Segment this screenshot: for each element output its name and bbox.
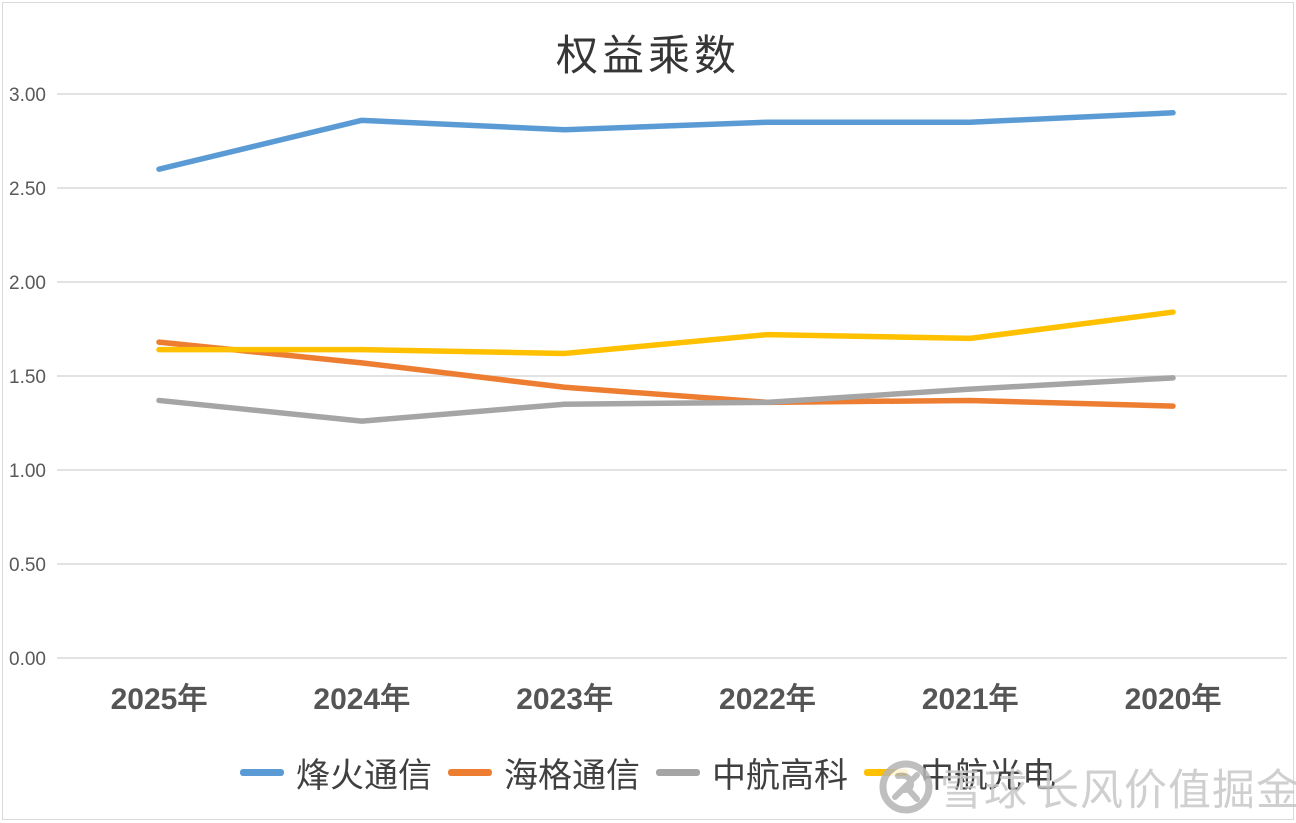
legend-item-series-3: 中航高科 xyxy=(656,748,848,797)
legend-label: 中航高科 xyxy=(712,758,848,795)
chart-legend: 烽火通信 海格通信 中航高科 中航光电 xyxy=(0,748,1296,797)
y-tick-label: 2.50 xyxy=(9,179,46,200)
y-tick-label: 3.00 xyxy=(9,85,46,106)
y-tick-label: 1.00 xyxy=(9,461,46,482)
y-tick-label: 0.50 xyxy=(9,555,46,576)
legend-label: 海格通信 xyxy=(504,758,640,795)
watermark-account: 长风价值掘金 xyxy=(1036,767,1296,815)
series-line-2 xyxy=(156,339,1176,409)
series-line-3 xyxy=(156,375,1176,424)
chart-title: 权益乘数 xyxy=(555,34,740,80)
legend-label: 中航光电 xyxy=(920,758,1056,795)
legend-item-series-1: 烽火通信 xyxy=(240,748,432,797)
watermark-brand: 雪球 xyxy=(940,767,1028,815)
y-tick-label: 2.00 xyxy=(9,273,46,294)
series-line-4 xyxy=(156,309,1176,357)
legend-marker-icon xyxy=(240,769,284,776)
xueqiu-logo-icon xyxy=(879,760,933,814)
watermark-text: 雪球 长风价值掘金 xyxy=(940,756,1296,818)
y-tick-label: 0.00 xyxy=(9,649,46,670)
legend-item-series-2: 海格通信 xyxy=(448,748,640,797)
legend-marker-icon xyxy=(448,769,492,776)
legend-marker-icon xyxy=(656,769,700,776)
series-line-1 xyxy=(156,110,1176,172)
legend-label: 烽火通信 xyxy=(296,758,432,795)
xueqiu-watermark: 雪球 长风价值掘金 xyxy=(878,756,1296,818)
y-tick-label: 1.50 xyxy=(9,367,46,388)
